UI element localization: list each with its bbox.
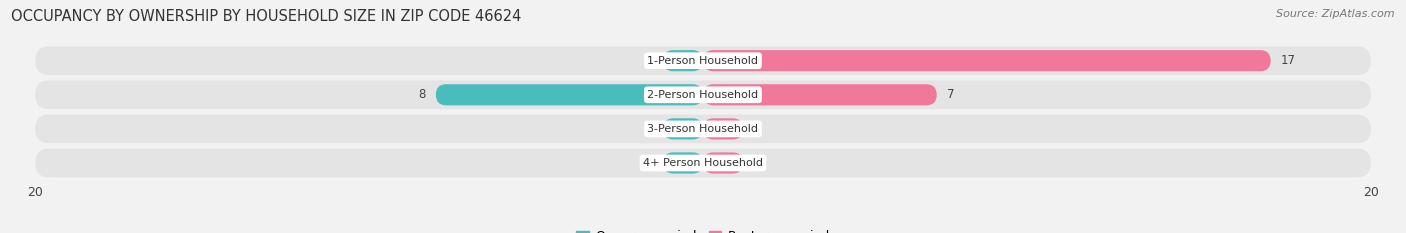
FancyBboxPatch shape [662, 118, 703, 140]
FancyBboxPatch shape [35, 80, 1371, 109]
Text: OCCUPANCY BY OWNERSHIP BY HOUSEHOLD SIZE IN ZIP CODE 46624: OCCUPANCY BY OWNERSHIP BY HOUSEHOLD SIZE… [11, 9, 522, 24]
Text: 0: 0 [645, 157, 652, 169]
FancyBboxPatch shape [35, 46, 1371, 75]
FancyBboxPatch shape [703, 84, 936, 105]
FancyBboxPatch shape [703, 50, 1271, 71]
Text: 0: 0 [754, 122, 761, 135]
FancyBboxPatch shape [662, 152, 703, 174]
FancyBboxPatch shape [703, 118, 742, 140]
Text: 17: 17 [1281, 54, 1296, 67]
Text: 8: 8 [419, 88, 426, 101]
Text: 0: 0 [645, 54, 652, 67]
Legend: Owner-occupied, Renter-occupied: Owner-occupied, Renter-occupied [571, 225, 835, 233]
Text: 0: 0 [754, 157, 761, 169]
Text: 1-Person Household: 1-Person Household [648, 56, 758, 66]
Text: 2-Person Household: 2-Person Household [647, 90, 759, 100]
Text: 0: 0 [645, 122, 652, 135]
Text: Source: ZipAtlas.com: Source: ZipAtlas.com [1277, 9, 1395, 19]
FancyBboxPatch shape [35, 149, 1371, 177]
FancyBboxPatch shape [703, 152, 742, 174]
Text: 3-Person Household: 3-Person Household [648, 124, 758, 134]
FancyBboxPatch shape [35, 115, 1371, 143]
Text: 7: 7 [946, 88, 955, 101]
Text: 4+ Person Household: 4+ Person Household [643, 158, 763, 168]
FancyBboxPatch shape [436, 84, 703, 105]
FancyBboxPatch shape [662, 50, 703, 71]
